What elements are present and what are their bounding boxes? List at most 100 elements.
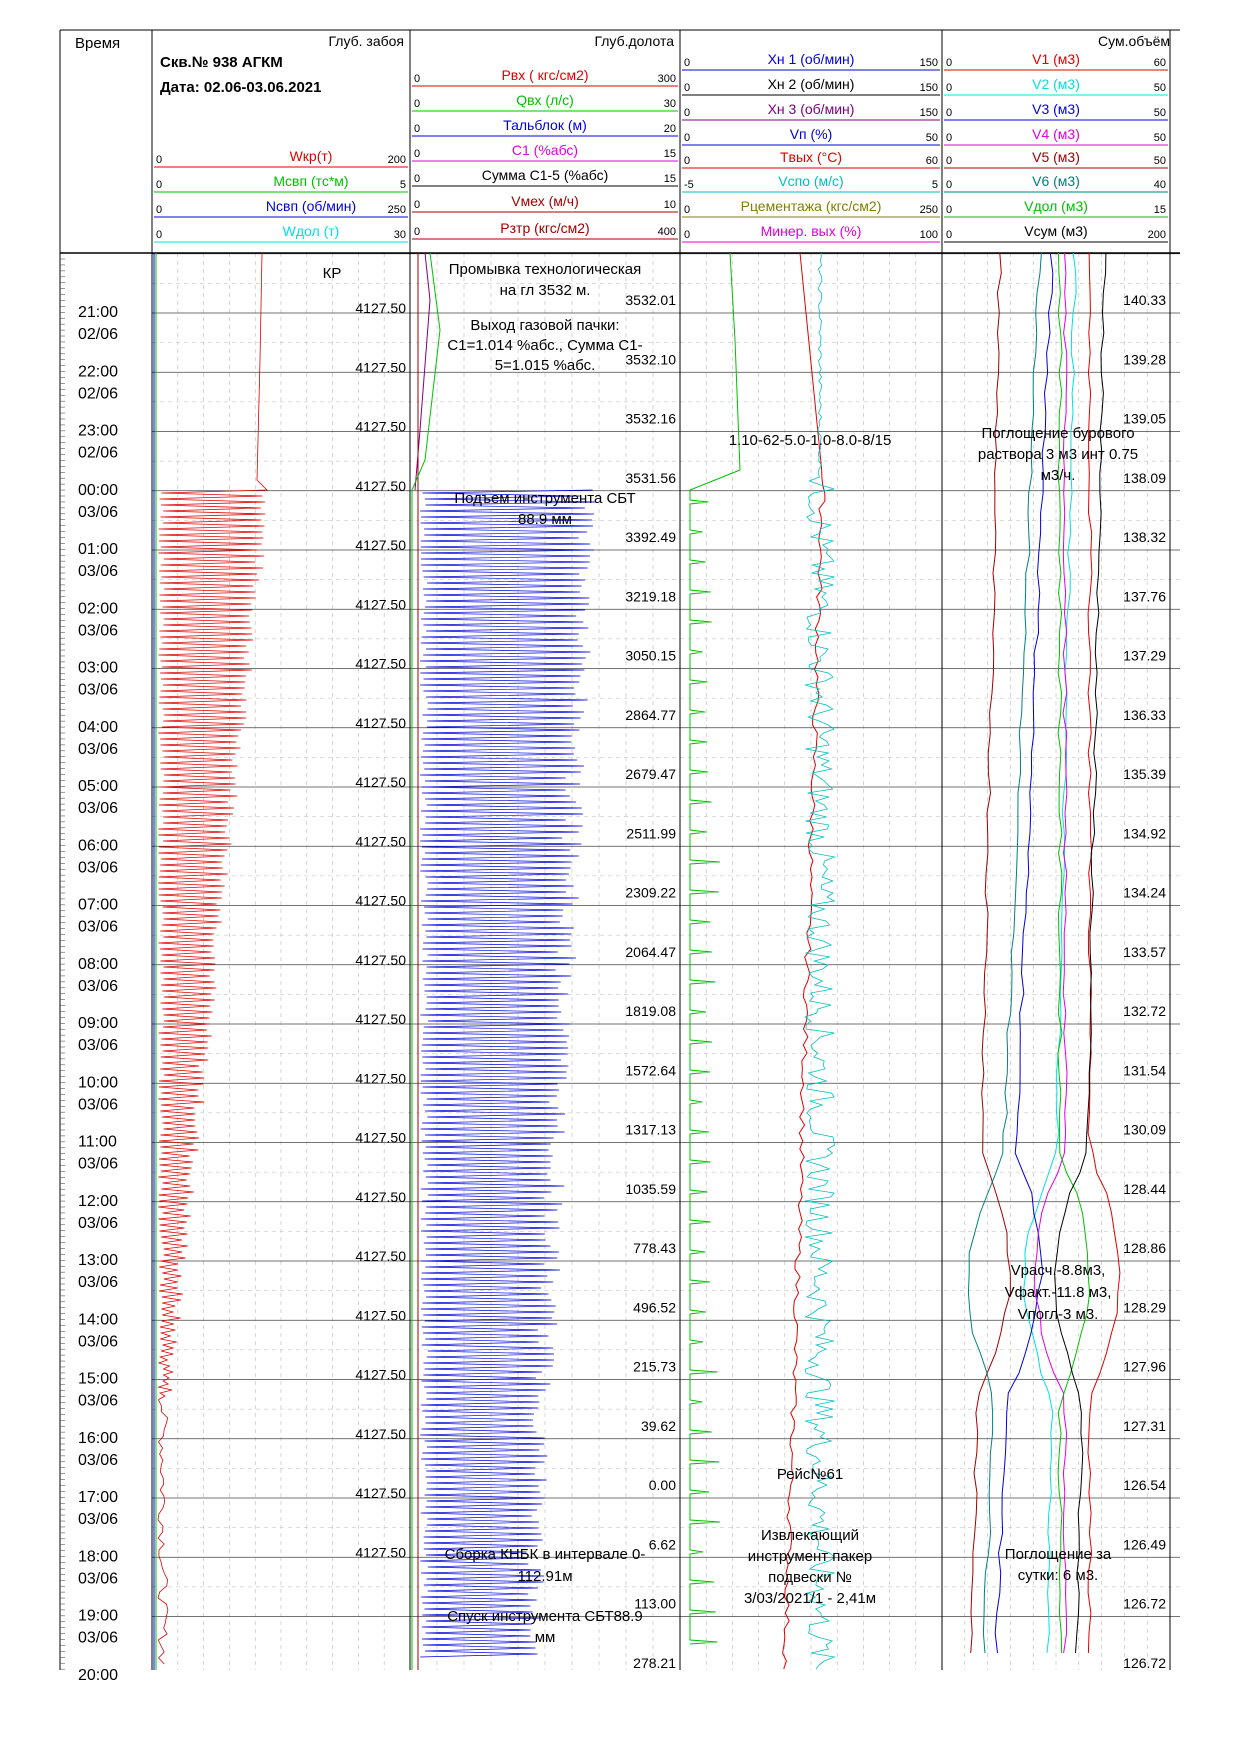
bottom-depth-title: Глуб. забоя: [328, 33, 404, 49]
bottom-depth-value: 4127.50: [355, 1070, 406, 1086]
time-tick-label: 03:00: [78, 660, 118, 677]
time-tick-label: 13:00: [78, 1252, 118, 1269]
sum-volume-value: 127.31: [1123, 1418, 1166, 1434]
scale-label: V6 (м3): [1032, 173, 1080, 189]
bit-depth-value: 0.00: [649, 1477, 676, 1493]
scale-min: 0: [684, 204, 690, 216]
note-gas-pack: Выход газовой пачки:: [470, 317, 619, 334]
sum-volume-value: 128.44: [1123, 1181, 1166, 1197]
scale-min: 0: [946, 155, 952, 167]
scale-label: V2 (м3): [1032, 76, 1080, 92]
bit-depth-value: 1572.64: [625, 1062, 676, 1078]
c1-curve: [414, 252, 431, 491]
bottom-depth-value: 4127.50: [355, 359, 406, 375]
sum-volume-value: 134.24: [1123, 885, 1166, 901]
scale-max: 10: [664, 199, 676, 211]
time-tick-label: 08:00: [78, 956, 118, 973]
bit-depth-value: 2064.47: [625, 944, 676, 960]
bit-depth-value: 3532.01: [625, 292, 676, 308]
bit-depth-value: 2679.47: [625, 766, 676, 782]
bit-depth-value: 39.62: [641, 1418, 676, 1434]
date-tick-label: 03/06: [78, 1215, 118, 1232]
time-tick-label: 11:00: [78, 1134, 117, 1151]
date-tick-label: 03/06: [78, 1156, 118, 1173]
scale-min: 0: [684, 82, 690, 94]
bottom-depth-value: 4127.50: [355, 715, 406, 731]
scale-max: 30: [394, 229, 406, 241]
note-daily-loss: Поглощение за: [1005, 1546, 1112, 1563]
bit-depth-title: Глуб.долота: [594, 33, 674, 49]
scale-label: Pвх ( кгс/см2): [501, 67, 588, 83]
scale-min: 0: [684, 155, 690, 167]
log-date: Дата: 02.06-03.06.2021: [160, 79, 321, 96]
bit-depth-value: 3532.16: [625, 411, 676, 427]
time-tick-label: 00:00: [78, 482, 118, 499]
note-mud-loss: Поглощение бурового: [981, 425, 1134, 442]
scale-max: 250: [920, 204, 938, 216]
scale-min: 0: [156, 179, 162, 191]
scale-min: 0: [684, 132, 690, 144]
hook-load-curve: [156, 252, 268, 1665]
time-tick-label: 10:00: [78, 1074, 118, 1091]
sum-volume-value: 131.54: [1123, 1062, 1166, 1078]
bit-depth-value: 6.62: [649, 1536, 676, 1552]
scale-max: 50: [926, 132, 938, 144]
time-axis: 21:00 02/06 22:00 02/06 23:00 02/06 00:00 03/06…: [60, 258, 118, 1684]
scale-max: 20: [664, 123, 676, 135]
time-tick-label: 02:00: [78, 600, 118, 617]
bottom-depth-value: 4127.50: [355, 1426, 406, 1442]
scale-label: Wдол (т): [283, 223, 340, 239]
sum-volume-value: 126.72: [1123, 1655, 1166, 1671]
bit-depth-value: 1317.13: [625, 1122, 676, 1138]
note-mud-parameters: 1.10-62-5.0-1.0-8.0-8/15: [729, 432, 892, 449]
time-tick-label: 01:00: [78, 541, 118, 558]
time-tick-label: 07:00: [78, 897, 118, 914]
sum-volume-value: 126.49: [1123, 1536, 1166, 1552]
time-tick-label: 20:00: [78, 1667, 118, 1684]
bit-depth-value: 3531.56: [625, 470, 676, 486]
outlet-temp-curve: [782, 252, 826, 1670]
bit-depth-value: 1035.59: [625, 1181, 676, 1197]
scale-min: 0: [414, 199, 420, 211]
scale-min: 0: [414, 98, 420, 110]
sum-volume-value: 137.76: [1123, 588, 1166, 604]
sum-volume-value: 133.57: [1123, 944, 1166, 960]
note-pull-out: Подъем инструмента СБТ: [454, 490, 635, 507]
scale-max: 100: [920, 229, 938, 241]
volume-curve-6: [1057, 252, 1091, 1654]
time-tick-label: 05:00: [78, 778, 118, 795]
scale-label: Сумма C1-5 (%абс): [482, 167, 609, 183]
note-volume-balance: Vрасч.-8.8м3,: [1011, 1262, 1106, 1279]
date-tick-label: 03/06: [78, 1630, 118, 1647]
bottom-depth-value: 4127.50: [355, 1544, 406, 1560]
date-tick-label: 03/06: [78, 622, 118, 639]
date-tick-label: 03/06: [78, 1393, 118, 1410]
time-tick-label: 18:00: [78, 1548, 118, 1565]
date-tick-label: 03/06: [78, 682, 118, 699]
grid-lines: [152, 253, 1180, 1670]
volume-curve-2: [994, 252, 1054, 1654]
scale-max: 15: [664, 148, 676, 160]
note-bha-assembly: Сборка КНБК в интервале 0-: [445, 1546, 646, 1563]
scale-max: 60: [1154, 57, 1166, 69]
scale-min: 0: [946, 179, 952, 191]
scale-label: Vп (%): [790, 126, 833, 142]
note-trip-number: Рейс№61: [777, 1466, 843, 1483]
date-tick-label: 02/06: [78, 326, 118, 343]
scale-max: 400: [658, 226, 676, 238]
scale-min: 0: [414, 173, 420, 185]
note-mud-loss: раствора 3 м3 инт 0.75: [978, 446, 1138, 463]
time-tick-label: 09:00: [78, 1015, 118, 1032]
time-tick-label: 19:00: [78, 1608, 118, 1625]
date-tick-label: 03/06: [78, 563, 118, 580]
bit-depth-value: 496.52: [633, 1299, 676, 1315]
bottom-depth-value: 4127.50: [355, 952, 406, 968]
time-tick-label: 15:00: [78, 1371, 118, 1388]
scale-min: 0: [684, 107, 690, 119]
scale-label: Wкр(т): [290, 148, 333, 164]
volume-curve-4: [970, 252, 1011, 1654]
pit-gain-curve: [689, 252, 741, 1645]
sum-volume-value: 136.33: [1123, 707, 1166, 723]
scale-max: 15: [1154, 204, 1166, 216]
scale-max: 50: [1154, 132, 1166, 144]
